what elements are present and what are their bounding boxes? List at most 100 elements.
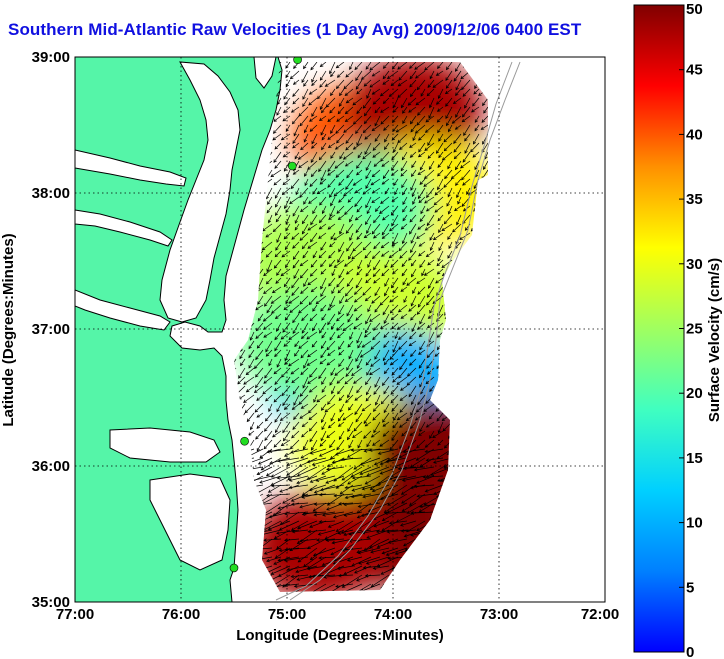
velocity-arrow: [264, 421, 273, 432]
velocity-arrow: [447, 250, 453, 259]
velocity-arrow: [418, 331, 426, 337]
velocity-arrow: [365, 313, 372, 325]
velocity-arrow: [427, 367, 435, 375]
velocity-arrow: [379, 493, 399, 501]
velocity-arrow: [357, 151, 363, 159]
velocity-arrow: [409, 88, 417, 98]
velocity-arrow: [356, 331, 363, 344]
velocity-arrow: [338, 358, 345, 367]
velocity-arrow: [371, 250, 381, 260]
velocity-arrow: [292, 133, 300, 145]
velocity-arrow: [297, 520, 318, 530]
velocity-arrow: [379, 88, 390, 97]
velocity-arrow: [409, 430, 417, 436]
velocity-arrow: [365, 169, 372, 180]
velocity-arrow: [353, 322, 363, 330]
velocity-arrow: [310, 286, 318, 293]
velocity-arrow: [305, 583, 327, 592]
colorbar-tick-label: 40: [686, 126, 703, 143]
velocity-arrow: [400, 169, 408, 177]
velocity-arrow: [391, 151, 399, 161]
velocity-arrow: [356, 232, 363, 240]
velocity-arrow: [335, 79, 345, 90]
velocity-arrow: [282, 322, 291, 333]
velocity-arrow: [275, 214, 282, 223]
velocity-arrow: [292, 88, 300, 97]
velocity-arrow: [273, 178, 282, 186]
velocity-arrow: [319, 70, 327, 81]
velocity-arrow: [339, 295, 345, 305]
velocity-arrow: [358, 556, 381, 565]
velocity-arrow: [435, 277, 444, 284]
velocity-arrow: [410, 403, 417, 416]
station-marker: [240, 436, 249, 446]
velocity-arrow: [344, 376, 354, 385]
velocity-arrow: [301, 421, 309, 428]
velocity-arrow: [344, 160, 354, 167]
velocity-arrow: [331, 538, 354, 545]
velocity-arrow: [427, 79, 435, 88]
velocity-arrow: [433, 196, 444, 206]
velocity-arrow: [297, 547, 318, 563]
velocity-arrow: [394, 331, 399, 340]
velocity-arrow: [303, 62, 309, 70]
velocity-arrow: [474, 115, 480, 123]
velocity-arrow: [417, 223, 426, 230]
velocity-arrow: [343, 187, 354, 197]
velocity-arrow: [427, 286, 435, 298]
velocity-arrow: [405, 412, 417, 422]
velocity-arrow: [256, 340, 264, 349]
velocity-arrow: [274, 250, 282, 258]
velocity-arrow: [356, 205, 363, 213]
velocity-arrow: [382, 62, 390, 69]
velocity-arrow: [256, 421, 264, 429]
velocity-arrow: [402, 205, 408, 213]
velocity-arrow: [276, 475, 300, 480]
velocity-arrow: [307, 376, 318, 385]
velocity-arrow: [401, 259, 408, 268]
velocity-arrow: [337, 250, 345, 263]
velocity-arrow: [402, 448, 426, 454]
velocity-arrow: [285, 214, 291, 225]
velocity-arrow: [274, 160, 282, 169]
velocity-arrow: [298, 340, 309, 349]
velocity-arrow: [386, 529, 408, 534]
velocity-arrow: [300, 142, 309, 151]
velocity-arrow: [312, 205, 318, 215]
velocity-arrow: [333, 232, 345, 241]
velocity-arrow: [373, 322, 381, 331]
velocity-arrow: [389, 439, 399, 451]
velocity-arrow: [383, 124, 390, 131]
velocity-arrow: [399, 421, 408, 428]
velocity-arrow: [423, 178, 435, 187]
velocity-arrow: [311, 133, 318, 145]
velocity-arrow: [364, 574, 381, 578]
velocity-arrow: [307, 349, 318, 358]
velocity-arrow: [381, 232, 390, 239]
x-tick-label: 76:00: [162, 606, 200, 623]
velocity-arrow: [346, 169, 354, 179]
velocity-arrow: [316, 538, 336, 542]
velocity-arrow: [398, 331, 408, 340]
velocity-arrow: [470, 106, 480, 113]
velocity-arrow: [326, 466, 345, 471]
velocity-arrow: [455, 88, 462, 97]
velocity-arrow: [330, 385, 336, 395]
velocity-arrow: [299, 187, 309, 198]
velocity-arrow: [406, 376, 417, 386]
velocity-arrow: [361, 340, 372, 348]
velocity-arrow: [309, 367, 318, 378]
velocity-arrow: [328, 214, 336, 220]
velocity-arrow: [346, 277, 354, 287]
velocity-arrow: [366, 367, 372, 376]
velocity-arrow: [355, 349, 363, 362]
velocity-arrow: [290, 178, 300, 190]
velocity-arrow: [280, 331, 291, 340]
velocity-arrow: [401, 493, 417, 504]
velocity-arrow: [339, 403, 345, 413]
velocity-arrow: [295, 187, 300, 196]
velocity-arrow: [322, 511, 345, 517]
velocity-arrow: [307, 538, 327, 549]
velocity-arrow: [402, 214, 408, 222]
velocity-arrow: [364, 376, 372, 386]
